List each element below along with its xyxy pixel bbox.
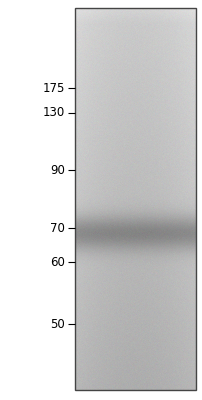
Text: 175: 175 [43, 82, 65, 94]
Text: 60: 60 [50, 256, 65, 268]
Text: 130: 130 [43, 106, 65, 120]
Text: 50: 50 [50, 318, 65, 330]
Text: 70: 70 [50, 222, 65, 234]
Text: 90: 90 [50, 164, 65, 176]
Bar [75, 8, 196, 390]
